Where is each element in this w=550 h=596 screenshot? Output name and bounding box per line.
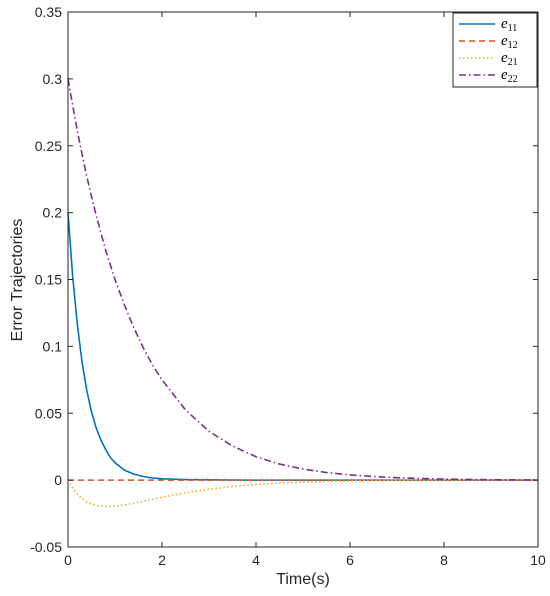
legend-entry-e11: e11	[501, 16, 517, 34]
series-line-e21	[67, 479, 538, 508]
x-tick-label: 2	[158, 552, 166, 568]
x-tick-label: 8	[440, 552, 448, 568]
plot-area	[68, 12, 538, 547]
y-tick-label: 0.35	[35, 4, 62, 20]
legend-entry-e12: e12	[501, 33, 518, 51]
legend-entry-e21: e21	[501, 50, 518, 68]
legend-label-main: e	[501, 16, 508, 32]
y-tick-label: 0.1	[43, 338, 63, 354]
legend-entry-e22: e22	[501, 67, 518, 85]
y-tick-label: 0	[54, 472, 62, 488]
y-axis-label: Error Trajectories	[9, 219, 26, 342]
legend-label-main: e	[501, 33, 508, 49]
x-axis-label: Time(s)	[276, 571, 330, 588]
y-tick-label: 0.05	[35, 405, 62, 421]
legend-label-sub: 22	[508, 74, 518, 85]
x-tick-label: 4	[252, 552, 260, 568]
y-tick-label: 0.3	[43, 71, 63, 87]
series-line-e22	[67, 78, 539, 481]
legend-label-sub: 12	[508, 40, 518, 51]
legend-label-sub: 11	[508, 23, 518, 34]
y-tick-label: 0.2	[43, 205, 63, 221]
y-tick-label: 0.15	[35, 272, 62, 288]
legend-label-sub: 21	[508, 57, 518, 68]
x-tick-label: 0	[64, 552, 72, 568]
x-tick-label: 10	[530, 552, 546, 568]
legend-label-main: e	[501, 67, 508, 83]
y-tick-label: -0.05	[30, 539, 62, 555]
series-layer	[67, 78, 539, 508]
legend-label-main: e	[501, 50, 508, 66]
x-tick-label: 6	[346, 552, 354, 568]
y-tick-label: 0.25	[35, 138, 62, 154]
